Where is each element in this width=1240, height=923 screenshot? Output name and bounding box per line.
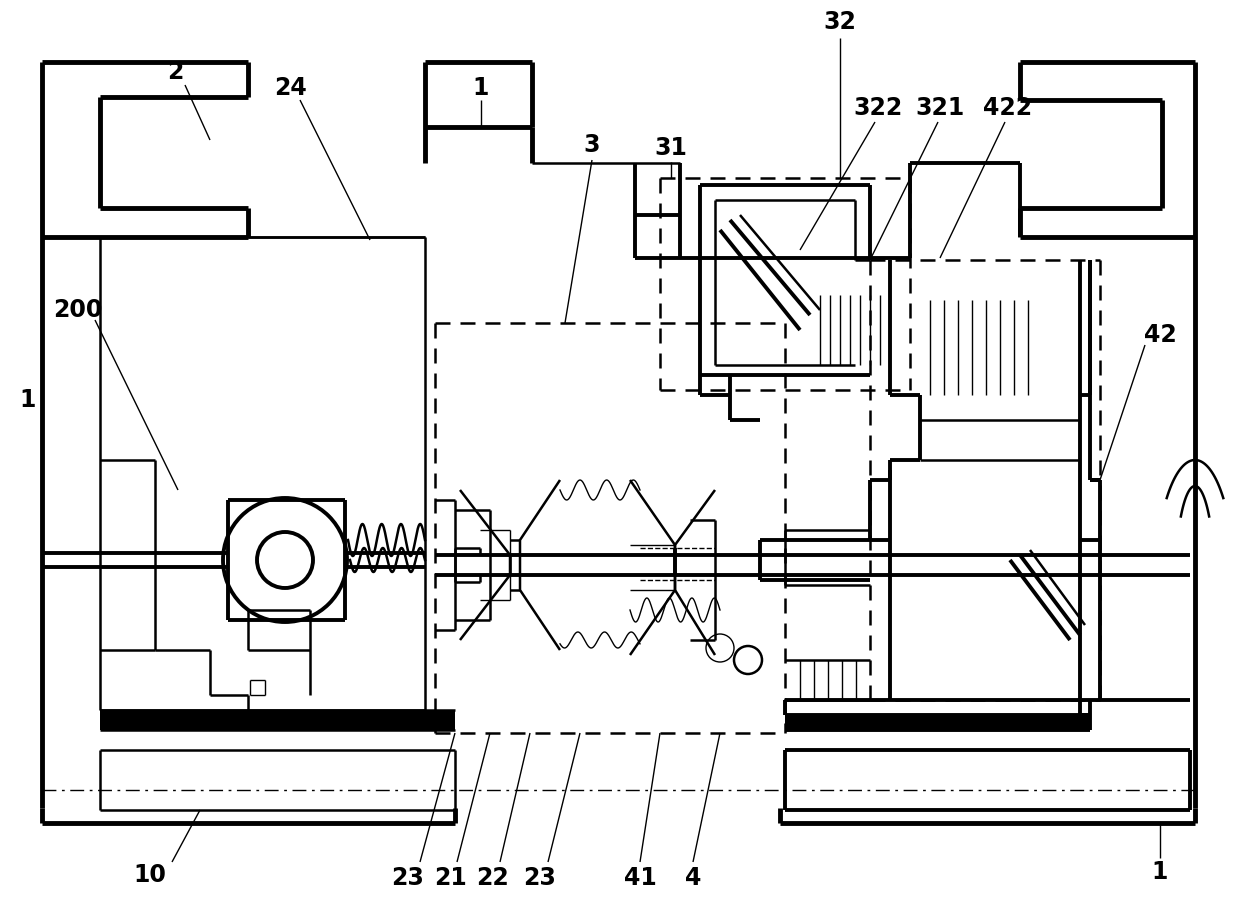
- Text: 23: 23: [523, 866, 557, 890]
- Text: 24: 24: [274, 76, 306, 100]
- Text: 21: 21: [434, 866, 466, 890]
- Bar: [100, 710, 455, 730]
- Text: 2: 2: [167, 60, 184, 84]
- Text: 3: 3: [584, 133, 600, 157]
- Text: 322: 322: [853, 96, 903, 120]
- Text: 1: 1: [472, 76, 490, 100]
- Text: 321: 321: [915, 96, 965, 120]
- Text: 22: 22: [476, 866, 510, 890]
- Text: 422: 422: [983, 96, 1033, 120]
- Text: 4: 4: [684, 866, 701, 890]
- Text: 1: 1: [1152, 860, 1168, 884]
- Text: 32: 32: [823, 10, 857, 34]
- Text: 42: 42: [1143, 323, 1177, 347]
- Text: 1: 1: [20, 388, 36, 412]
- Text: 200: 200: [53, 298, 103, 322]
- Bar: [785, 715, 1090, 730]
- Text: 10: 10: [134, 863, 166, 887]
- Text: 41: 41: [624, 866, 656, 890]
- Text: 31: 31: [655, 136, 687, 160]
- Text: 23: 23: [392, 866, 424, 890]
